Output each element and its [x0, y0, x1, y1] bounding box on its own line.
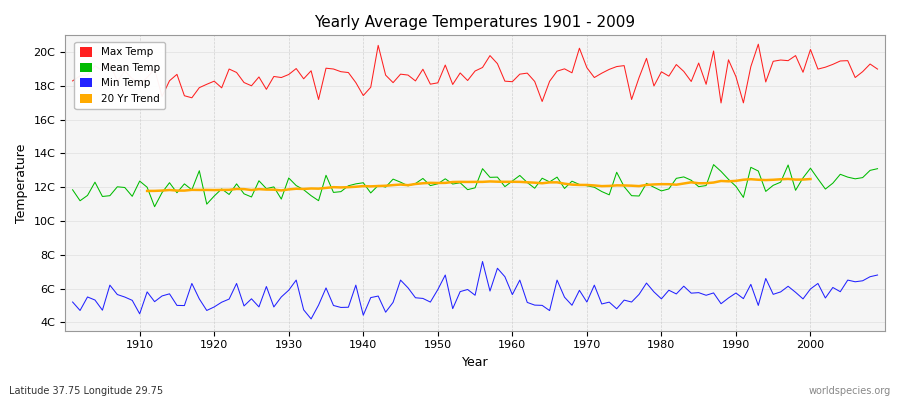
- Text: worldspecies.org: worldspecies.org: [809, 386, 891, 396]
- X-axis label: Year: Year: [462, 356, 489, 369]
- Legend: Max Temp, Mean Temp, Min Temp, 20 Yr Trend: Max Temp, Mean Temp, Min Temp, 20 Yr Tre…: [75, 42, 165, 109]
- Y-axis label: Temperature: Temperature: [15, 143, 28, 223]
- Text: Latitude 37.75 Longitude 29.75: Latitude 37.75 Longitude 29.75: [9, 386, 163, 396]
- Title: Yearly Average Temperatures 1901 - 2009: Yearly Average Temperatures 1901 - 2009: [314, 15, 635, 30]
